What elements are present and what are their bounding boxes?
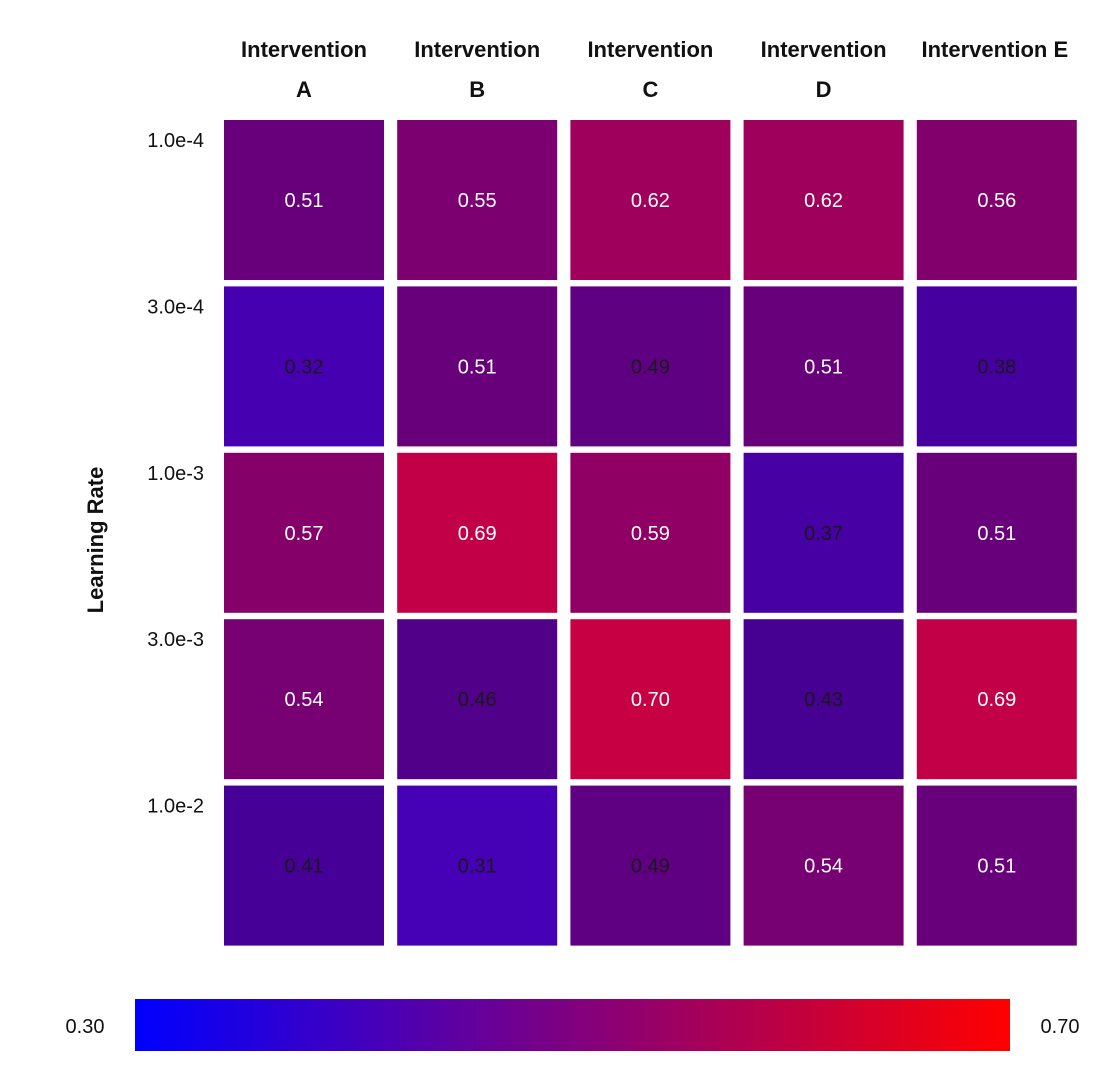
- heatmap-cell: [397, 785, 558, 946]
- heatmap-cell: [916, 452, 1077, 613]
- row-labels: 1.0e-4 3.0e-4 1.0e-3 3.0e-3 1.0e-2: [147, 130, 204, 818]
- cell-value-label: 0.51: [285, 190, 324, 212]
- cell-value-label: 0.43: [804, 689, 843, 711]
- cell-value-label: 0.54: [804, 856, 843, 878]
- cell-value-label: 0.32: [285, 356, 324, 378]
- row-label: 1.0e-4: [147, 130, 204, 152]
- cell-value-label: 0.70: [631, 689, 670, 711]
- heatmap-cell: [397, 286, 558, 447]
- heatmap-cell: [743, 286, 904, 447]
- cell-value-label: 0.51: [804, 356, 843, 378]
- cell-value-label: 0.55: [458, 190, 497, 212]
- column-label: Intervention B: [414, 37, 540, 102]
- cell-value-label: 0.49: [631, 856, 670, 878]
- heatmap-cell: [743, 452, 904, 613]
- heatmap-cell: [743, 619, 904, 780]
- cell-value-label: 0.49: [631, 356, 670, 378]
- heatmap-cells: 0.51 0.55 0.62 0.62 0.56 0.32 0.51 0.49 0.51 0.38…: [224, 120, 1077, 946]
- heatmap-cell: [916, 619, 1077, 780]
- cell-value-label: 0.41: [285, 856, 324, 878]
- heatmap-cell: [224, 785, 384, 946]
- heatmap-cell: [916, 120, 1077, 280]
- cell-value-label: 0.59: [631, 523, 670, 545]
- row-label: 1.0e-3: [147, 463, 204, 485]
- cell-value-label: 0.31: [458, 856, 497, 878]
- heatmap-cell: [224, 286, 384, 447]
- colorbar: 0.30 0.70: [66, 999, 1080, 1051]
- heatmap-cell: [570, 120, 731, 280]
- row-label: 3.0e-3: [147, 629, 204, 651]
- cell-value-label: 0.69: [977, 689, 1016, 711]
- cell-value-label: 0.46: [458, 689, 497, 711]
- cell-value-label: 0.54: [285, 689, 324, 711]
- cell-value-label: 0.62: [631, 190, 670, 212]
- colorbar-max-label: 0.70: [1041, 1016, 1080, 1038]
- y-axis-label: Learning Rate: [83, 467, 108, 614]
- heatmap-cell: [743, 120, 904, 280]
- row-label: 1.0e-2: [147, 796, 204, 818]
- colorbar-gradient-bar: [135, 999, 1010, 1051]
- cell-value-label: 0.51: [977, 856, 1016, 878]
- heatmap-cell: [397, 452, 558, 613]
- cell-value-label: 0.37: [804, 523, 843, 545]
- column-label: Intervention A: [241, 37, 367, 102]
- column-label: Intervention E: [921, 37, 1068, 62]
- heatmap-cell: [570, 286, 731, 447]
- cell-value-label: 0.51: [977, 523, 1016, 545]
- heatmap-cell: [916, 286, 1077, 447]
- cell-value-label: 0.57: [285, 523, 324, 545]
- heatmap-cell: [570, 785, 731, 946]
- cell-value-label: 0.56: [977, 190, 1016, 212]
- column-label: Intervention D: [761, 37, 887, 102]
- heatmap-cell: [397, 120, 558, 280]
- column-labels: Intervention A Intervention B Intervention C I…: [241, 37, 1068, 102]
- heatmap-cell: [397, 619, 558, 780]
- heatmap-cell: [224, 452, 384, 613]
- heatmap-cell: [743, 785, 904, 946]
- heatmap-cell: [224, 619, 384, 780]
- heatmap-cell: [570, 619, 731, 780]
- cell-value-label: 0.51: [458, 356, 497, 378]
- row-label: 3.0e-4: [147, 296, 204, 318]
- cell-value-label: 0.38: [977, 356, 1016, 378]
- heatmap-cell: [916, 785, 1077, 946]
- heatmap-cell: [570, 452, 731, 613]
- colorbar-min-label: 0.30: [66, 1016, 105, 1038]
- heatmap-cell: [224, 120, 384, 280]
- column-label: Intervention C: [587, 37, 713, 102]
- cell-value-label: 0.62: [804, 190, 843, 212]
- cell-value-label: 0.69: [458, 523, 497, 545]
